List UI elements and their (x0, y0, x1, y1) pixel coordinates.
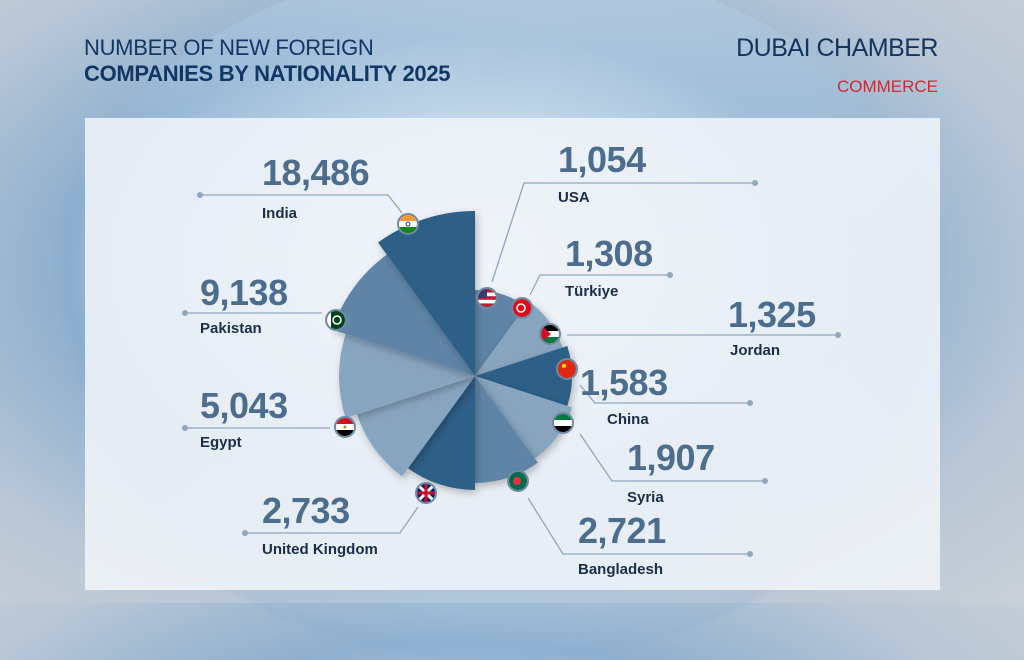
slice-united-kingdom (357, 376, 475, 477)
leader-line (245, 506, 419, 534)
slice-india (378, 211, 475, 376)
country-label: Egypt (200, 434, 242, 451)
title-line-2: COMPANIES BY NATIONALITY 2025 (84, 61, 451, 86)
slice-syria (475, 376, 538, 483)
value-label: 2,733 (262, 490, 350, 531)
us-flag-icon (476, 287, 498, 309)
leader-dot (835, 332, 841, 338)
leader-line (491, 182, 755, 283)
slice-bangladesh (407, 376, 475, 490)
leader-dot (747, 400, 753, 406)
bangladesh-flag-icon (507, 470, 529, 492)
page-title: NUMBER OF NEW FOREIGN COMPANIES BY NATIO… (84, 35, 451, 87)
logo-sub: COMMERCE (836, 77, 938, 96)
pakistan-flag-icon (325, 309, 347, 331)
slice-jordan (475, 346, 573, 406)
slice-pakistan (332, 254, 475, 376)
leader-dot (747, 551, 753, 557)
value-label: 1,054 (558, 139, 646, 180)
value-label: 1,325 (728, 294, 816, 335)
country-label: Bangladesh (578, 561, 664, 578)
slice-türkiye (475, 301, 563, 376)
value-label: 1,907 (627, 437, 715, 478)
country-label: China (607, 411, 649, 428)
uk-flag-icon (415, 482, 437, 504)
logo-main: DUBAI CHAMBER (736, 34, 938, 62)
value-label: 5,043 (200, 385, 288, 426)
leader-line (529, 274, 670, 296)
leader-dot (752, 180, 758, 186)
dubai-chamber-logo: DUBAI CHAMBER COMMERCE (736, 34, 938, 97)
slice-china (475, 376, 573, 459)
turkey-flag-icon (511, 297, 533, 319)
leader-dot (667, 272, 673, 278)
leader-dot (242, 530, 248, 536)
slice-egypt (338, 333, 475, 419)
leader-dot (197, 192, 203, 198)
value-label: 2,721 (578, 510, 666, 551)
leader-line (527, 497, 750, 555)
value-label: 1,308 (565, 233, 653, 274)
jordan-flag-icon (539, 323, 561, 345)
country-label: Pakistan (200, 320, 262, 337)
country-label: United Kingdom (262, 541, 378, 558)
leader-dot (762, 478, 768, 484)
title-line-1: NUMBER OF NEW FOREIGN (84, 35, 374, 60)
country-label: India (262, 205, 298, 222)
country-label: Jordan (730, 342, 781, 359)
value-label: 9,138 (200, 272, 288, 313)
country-label: Syria (627, 489, 664, 506)
leader-line (579, 384, 750, 404)
country-label: USA (558, 189, 590, 206)
value-label: 18,486 (262, 152, 370, 193)
leader-line (579, 433, 765, 482)
leader-line (200, 194, 403, 214)
leader-dot (182, 310, 188, 316)
polar-area-chart (182, 180, 841, 557)
leader-dot (182, 425, 188, 431)
value-label: 1,583 (580, 362, 668, 403)
india-flag-icon (397, 213, 419, 235)
syria-flag-icon (552, 412, 574, 434)
country-label: Türkiye (565, 283, 619, 300)
egypt-flag-icon (334, 416, 356, 438)
china-flag-icon (556, 358, 578, 380)
